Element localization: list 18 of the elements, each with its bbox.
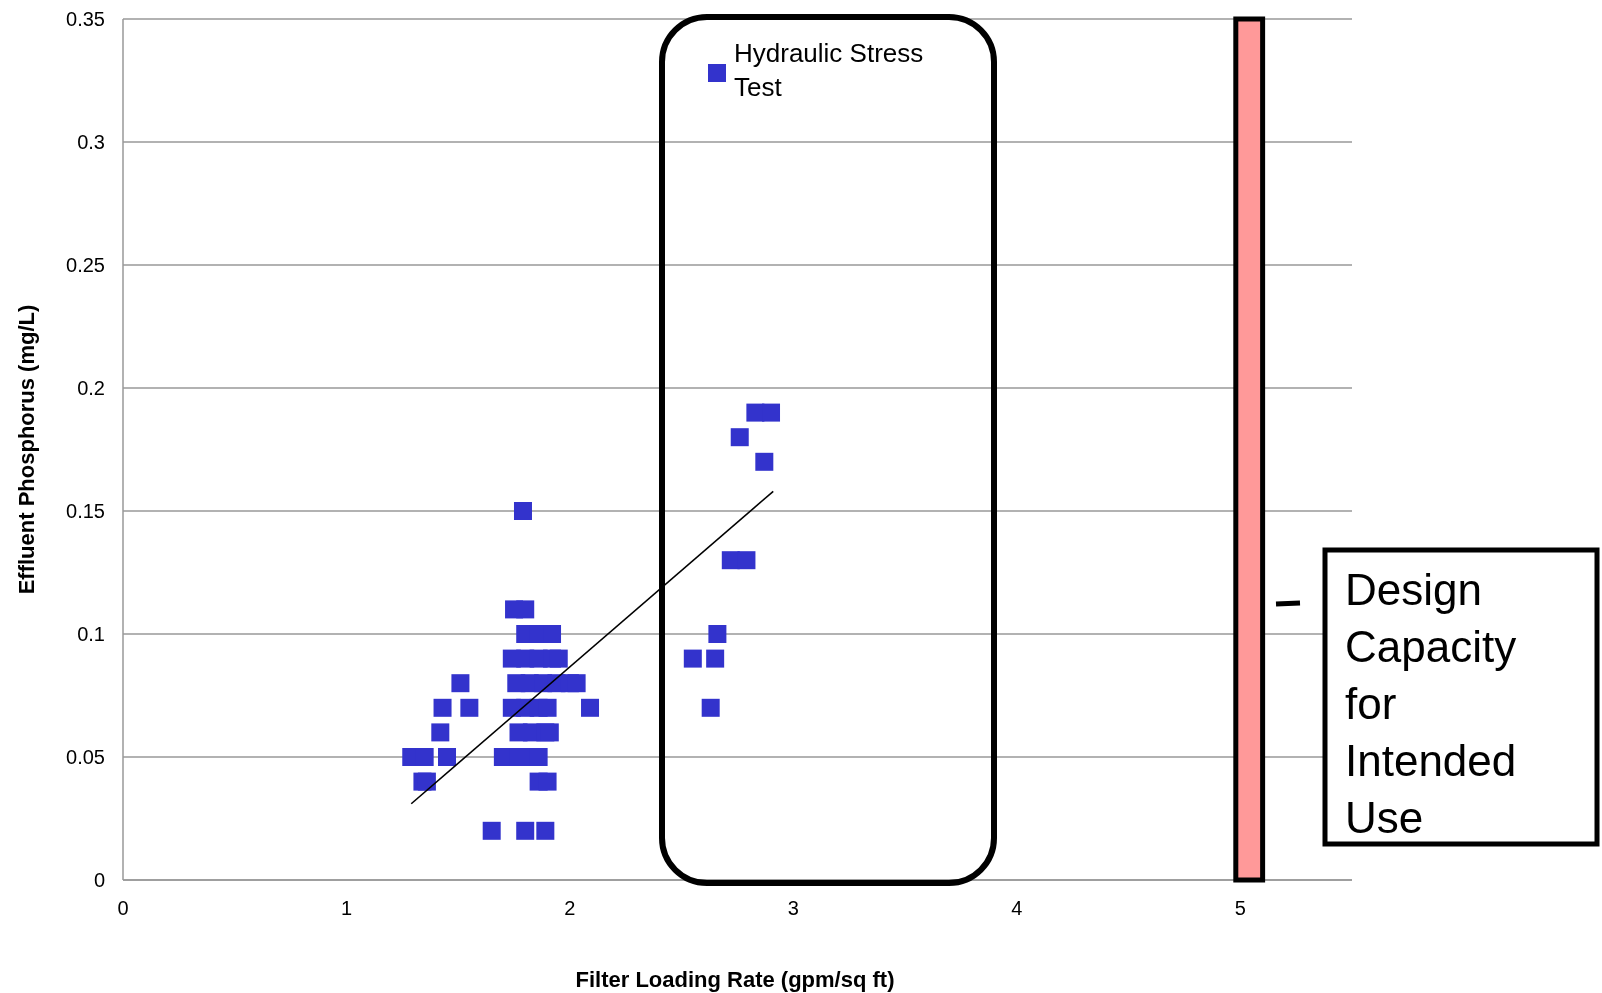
y-tick-label: 0.35 xyxy=(66,8,105,30)
x-tick-label: 4 xyxy=(1011,897,1023,919)
legend-label: Hydraulic Stress Test xyxy=(734,38,924,102)
x-tick-label: 0 xyxy=(117,897,129,919)
y-tick-label: 0.25 xyxy=(66,254,105,276)
x-tick-label: 3 xyxy=(787,897,799,919)
y-tick-label: 0.1 xyxy=(77,623,105,645)
y-tick-label: 0.15 xyxy=(66,500,105,522)
x-axis-title: Filter Loading Rate (gpm/sq ft) xyxy=(575,967,895,992)
y-tick-label: 0.2 xyxy=(77,377,105,399)
y-tick-label: 0 xyxy=(93,869,105,891)
y-tick-label: 0.3 xyxy=(77,131,105,153)
y-axis-title: Effluent Phosphorus (mg/L) xyxy=(14,304,39,595)
y-tick-label: 0.05 xyxy=(66,746,105,768)
x-tick-label: 2 xyxy=(564,897,576,919)
x-tick-label: 1 xyxy=(340,897,353,919)
x-tick-label: 5 xyxy=(1234,897,1246,919)
band-label: Design Capacity for Intended Use xyxy=(1345,565,1517,842)
